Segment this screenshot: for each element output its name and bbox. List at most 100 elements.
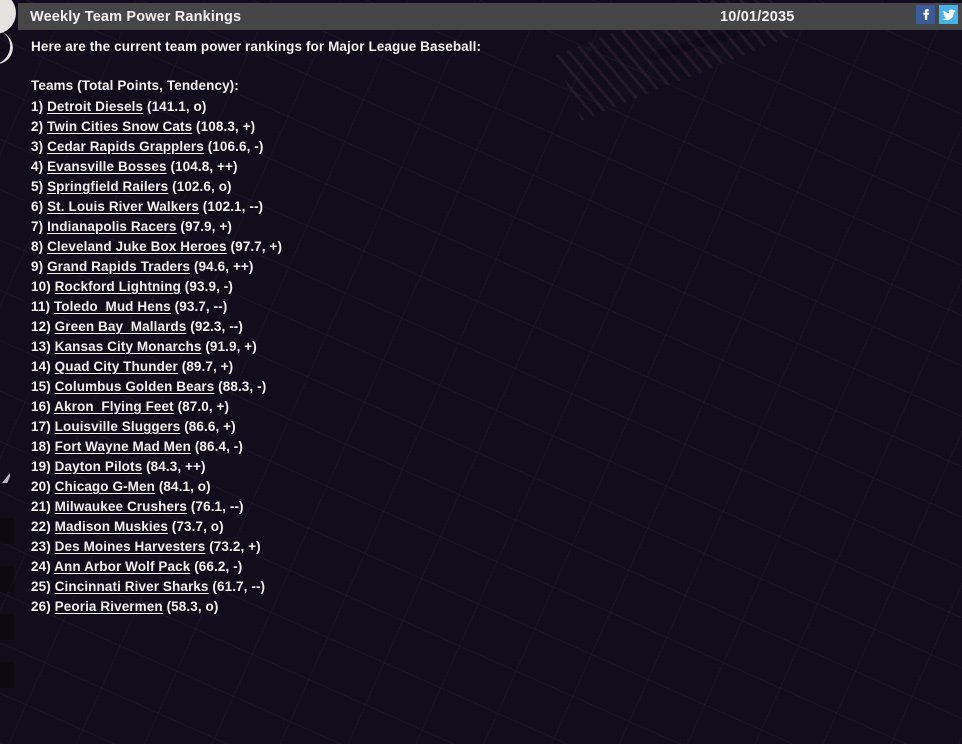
- team-points-tendency: (92.3, --): [186, 319, 244, 334]
- list-item: 3) Cedar Rapids Grapplers (106.6, -): [31, 137, 931, 157]
- cursor-arrow-icon: [2, 473, 10, 483]
- team-link[interactable]: Akron Flying Feet: [54, 399, 174, 414]
- list-item: 4) Evansville Bosses (104.8, ++): [31, 157, 931, 177]
- article-titlebar: Weekly Team Power Rankings 10/01/2035: [18, 3, 962, 30]
- rankings-list-heading: Teams (Total Points, Tendency):: [31, 78, 239, 93]
- news-article-panel: Weekly Team Power Rankings 10/01/2035: [18, 0, 962, 744]
- rank-number: 20): [31, 479, 51, 494]
- rank-number: 6): [31, 199, 44, 214]
- team-link[interactable]: Dayton Pilots: [54, 459, 143, 474]
- team-link[interactable]: Louisville Sluggers: [54, 419, 181, 434]
- share-twitter-button[interactable]: [939, 5, 958, 24]
- team-link[interactable]: Des Moines Harvesters: [54, 539, 206, 554]
- team-link[interactable]: Cleveland Juke Box Heroes: [47, 239, 227, 254]
- rank-number: 13): [31, 339, 51, 354]
- team-points-tendency: (86.4, -): [190, 439, 243, 454]
- list-item: 26) Peoria Rivermen (58.3, o): [31, 597, 931, 617]
- rank-number: 23): [31, 539, 51, 554]
- rank-number: 26): [31, 599, 51, 614]
- team-link[interactable]: Twin Cities Snow Cats: [47, 119, 193, 134]
- team-points-tendency: (87.0, +): [173, 399, 230, 414]
- share-button-group: [916, 5, 958, 24]
- background-window-edge: [0, 0, 18, 744]
- team-link[interactable]: Rockford Lightning: [54, 279, 181, 294]
- rank-number: 8): [31, 239, 44, 254]
- team-points-tendency: (104.8, ++): [166, 159, 238, 174]
- team-points-tendency: (102.1, --): [198, 199, 264, 214]
- team-link[interactable]: Kansas City Monarchs: [54, 339, 202, 354]
- list-item: 11) Toledo Mud Hens (93.7, --): [31, 297, 931, 317]
- list-item: 9) Grand Rapids Traders (94.6, ++): [31, 257, 931, 277]
- team-points-tendency: (76.1, --): [187, 499, 244, 514]
- team-link[interactable]: Grand Rapids Traders: [47, 259, 191, 274]
- team-points-tendency: (102.6, o): [168, 179, 232, 194]
- team-points-tendency: (84.1, o): [154, 479, 211, 494]
- team-points-tendency: (94.6, ++): [190, 259, 254, 274]
- team-points-tendency: (73.2, +): [205, 539, 261, 554]
- list-item: 25) Cincinnati River Sharks (61.7, --): [31, 577, 931, 597]
- team-points-tendency: (66.2, -): [190, 559, 243, 574]
- list-item: 10) Rockford Lightning (93.9, -): [31, 277, 931, 297]
- team-link[interactable]: Columbus Golden Bears: [54, 379, 215, 394]
- team-points-tendency: (73.7, o): [167, 519, 224, 534]
- rank-number: 18): [31, 439, 51, 454]
- team-link[interactable]: Green Bay Mallards: [54, 319, 187, 334]
- list-item: 17) Louisville Sluggers (86.6, +): [31, 417, 931, 437]
- list-item: 16) Akron Flying Feet (87.0, +): [31, 397, 931, 417]
- team-link[interactable]: Madison Muskies: [54, 519, 168, 534]
- team-points-tendency: (93.9, -): [180, 279, 233, 294]
- team-link[interactable]: Milwaukee Crushers: [54, 499, 188, 514]
- list-item: 24) Ann Arbor Wolf Pack (66.2, -): [31, 557, 931, 577]
- article-body: Here are the current team power rankings…: [31, 38, 931, 617]
- team-points-tendency: (141.1, o): [143, 99, 207, 114]
- team-points-tendency: (89.7, +): [177, 359, 234, 374]
- team-link[interactable]: Cedar Rapids Grapplers: [47, 139, 204, 154]
- list-item: 21) Milwaukee Crushers (76.1, --): [31, 497, 931, 517]
- team-link[interactable]: Detroit Diesels: [47, 99, 144, 114]
- background-panel-chip: [0, 662, 14, 688]
- facebook-icon: [919, 8, 932, 21]
- team-link[interactable]: Quad City Thunder: [54, 359, 178, 374]
- rank-number: 5): [31, 179, 44, 194]
- team-link[interactable]: Chicago G-Men: [54, 479, 155, 494]
- background-panel-chip: [0, 614, 14, 640]
- list-item: 5) Springfield Railers (102.6, o): [31, 177, 931, 197]
- team-link[interactable]: Indianapolis Racers: [47, 219, 177, 234]
- team-link[interactable]: St. Louis River Walkers: [47, 199, 199, 214]
- list-item: 12) Green Bay Mallards (92.3, --): [31, 317, 931, 337]
- baseball-seam-icon: [0, 25, 18, 69]
- team-points-tendency: (106.6, -): [203, 139, 264, 154]
- list-item: 2) Twin Cities Snow Cats (108.3, +): [31, 117, 931, 137]
- rank-number: 9): [31, 259, 44, 274]
- share-facebook-button[interactable]: [916, 5, 935, 24]
- team-link[interactable]: Toledo Mud Hens: [53, 299, 171, 314]
- list-item: 20) Chicago G-Men (84.1, o): [31, 477, 931, 497]
- list-item: 19) Dayton Pilots (84.3, ++): [31, 457, 931, 477]
- rank-number: 12): [31, 319, 51, 334]
- list-item: 22) Madison Muskies (73.7, o): [31, 517, 931, 537]
- rank-number: 4): [31, 159, 44, 174]
- team-points-tendency: (84.3, ++): [142, 459, 206, 474]
- rank-number: 3): [31, 139, 44, 154]
- list-item: 23) Des Moines Harvesters (73.2, +): [31, 537, 931, 557]
- list-item: 15) Columbus Golden Bears (88.3, -): [31, 377, 931, 397]
- twitter-icon: [942, 8, 956, 21]
- list-item: 13) Kansas City Monarchs (91.9, +): [31, 337, 931, 357]
- list-item: 18) Fort Wayne Mad Men (86.4, -): [31, 437, 931, 457]
- team-link[interactable]: Evansville Bosses: [47, 159, 167, 174]
- team-link[interactable]: Peoria Rivermen: [54, 599, 163, 614]
- baseball-icon: [0, 0, 16, 34]
- team-link[interactable]: Springfield Railers: [47, 179, 169, 194]
- team-link[interactable]: Cincinnati River Sharks: [54, 579, 209, 594]
- rank-number: 22): [31, 519, 51, 534]
- team-points-tendency: (108.3, +): [192, 119, 256, 134]
- team-link[interactable]: Ann Arbor Wolf Pack: [54, 559, 191, 574]
- team-points-tendency: (88.3, -): [214, 379, 267, 394]
- list-item: 1) Detroit Diesels (141.1, o): [31, 97, 931, 117]
- team-link[interactable]: Fort Wayne Mad Men: [54, 439, 191, 454]
- rank-number: 25): [31, 579, 51, 594]
- article-intro-text: Here are the current team power rankings…: [31, 39, 482, 54]
- background-panel-chip: [0, 566, 14, 592]
- team-points-tendency: (58.3, o): [162, 599, 219, 614]
